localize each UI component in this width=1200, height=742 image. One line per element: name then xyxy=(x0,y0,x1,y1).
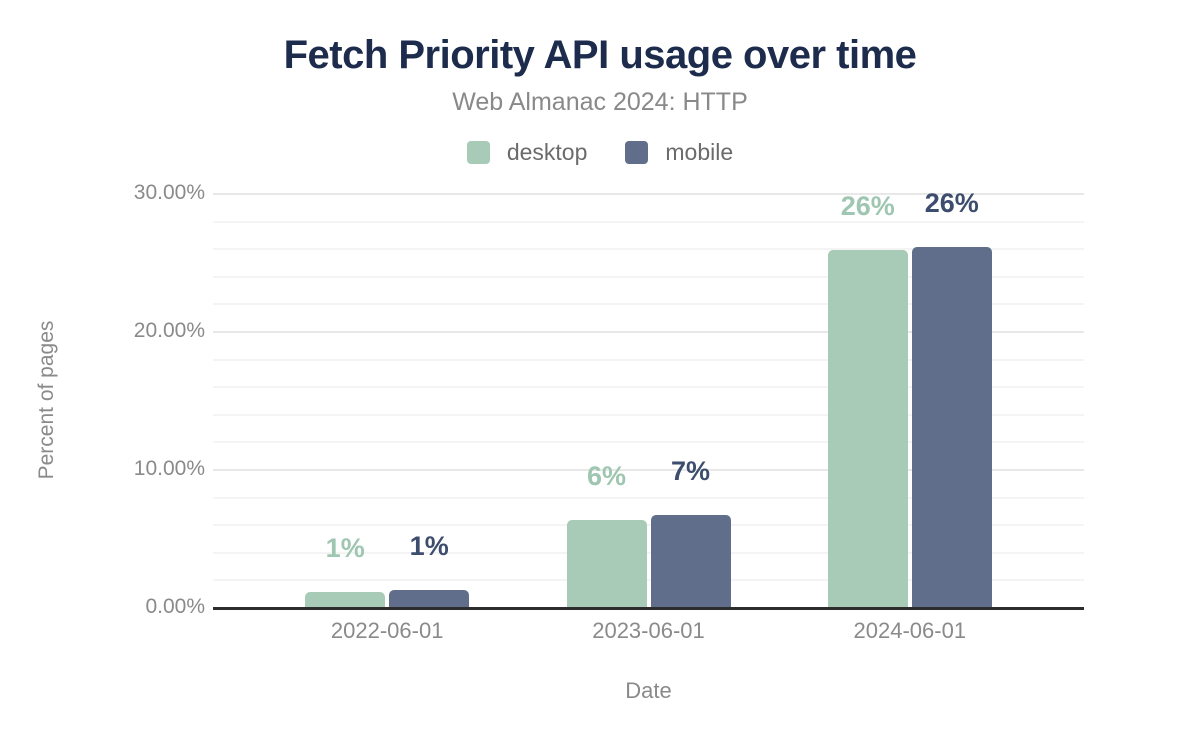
x-axis-line xyxy=(213,607,1084,610)
legend-item-mobile[interactable]: mobile xyxy=(625,140,733,164)
gridline xyxy=(213,469,1084,471)
desktop-legend-label: desktop xyxy=(506,139,588,165)
gridline xyxy=(213,275,1084,278)
gridline xyxy=(213,579,1084,582)
gridline xyxy=(213,193,1084,195)
y-tick-label: 10.00% xyxy=(133,457,205,480)
gridline xyxy=(213,248,1084,251)
mobile-legend-swatch xyxy=(625,140,649,164)
bar-label-desktop-2023-06-01: 6% xyxy=(586,461,627,492)
bar-label-desktop-2022-06-01: 1% xyxy=(325,532,365,563)
gridline xyxy=(213,496,1084,499)
gridline xyxy=(213,303,1084,306)
x-tick-label: 2022-06-01 xyxy=(330,618,444,643)
mobile-legend-label: mobile xyxy=(665,139,734,165)
x-axis-title: Date xyxy=(625,678,672,703)
bar-mobile-2023-06-01[interactable] xyxy=(650,514,731,607)
bar-mobile-2024-06-01[interactable] xyxy=(911,246,992,607)
chart-subtitle: Web Almanac 2024: HTTP xyxy=(452,88,748,116)
gridline xyxy=(213,358,1084,361)
desktop-legend-swatch xyxy=(466,140,490,164)
gridline xyxy=(213,413,1084,416)
y-tick-label: 0.00% xyxy=(145,595,205,618)
gridline xyxy=(213,220,1084,223)
bar-desktop-2022-06-01[interactable] xyxy=(305,591,386,607)
legend-item-desktop[interactable]: desktop xyxy=(466,139,588,165)
y-tick-label: 30.00% xyxy=(133,181,205,204)
bar-desktop-2023-06-01[interactable] xyxy=(566,520,647,607)
bar-label-mobile-2023-06-01: 7% xyxy=(670,455,711,486)
x-tick-label: 2024-06-01 xyxy=(853,618,967,643)
bar-label-mobile-2022-06-01: 1% xyxy=(409,531,449,562)
gridline xyxy=(213,551,1084,554)
bar-mobile-2022-06-01[interactable] xyxy=(389,590,470,607)
bar-desktop-2024-06-01[interactable] xyxy=(827,249,908,607)
legend: desktop mobile xyxy=(0,140,1200,164)
bar-label-desktop-2024-06-01: 26% xyxy=(840,190,895,221)
bar-label-mobile-2024-06-01: 26% xyxy=(924,187,979,218)
gridline xyxy=(213,524,1084,527)
x-tick-label: 2023-06-01 xyxy=(592,618,705,643)
y-tick-label: 20.00% xyxy=(133,319,205,342)
gridline xyxy=(213,331,1084,333)
chart-title: Fetch Priority API usage over time xyxy=(283,33,917,77)
gridline xyxy=(213,441,1084,444)
gridline xyxy=(213,386,1084,389)
